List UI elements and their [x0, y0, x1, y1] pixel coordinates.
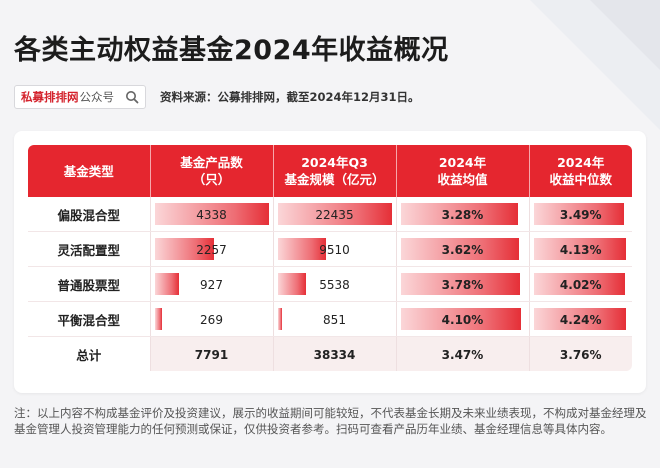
- mean-bar: [400, 308, 521, 330]
- count-bar: [154, 273, 179, 295]
- table-row: 普通股票型 927 5538 3.78% 4.02%: [28, 266, 632, 302]
- cell-fund-type: 平衡混合型: [28, 301, 151, 337]
- cell-fund-count: 927: [150, 266, 274, 302]
- scale-bar: [277, 203, 392, 225]
- cell-return-mean: 3.78%: [396, 266, 530, 302]
- search-icon[interactable]: [125, 90, 139, 104]
- header-fund-type: 基金类型: [28, 145, 151, 197]
- cell-return-median: 4.13%: [529, 231, 632, 267]
- cell-fund-type: 灵活配置型: [28, 231, 151, 267]
- disclaimer-footnote: 注：以上内容不构成基金评价及投资建议，展示的收益期间可能较短，不代表基金长期及未…: [14, 406, 647, 436]
- mean-bar: [400, 238, 519, 260]
- table-row: 平衡混合型 269 851 4.10% 4.24%: [28, 301, 632, 337]
- cell-return-mean: 3.62%: [396, 231, 530, 267]
- cell-fund-count: 2257: [150, 231, 274, 267]
- cell-return-median: 4.02%: [529, 266, 632, 302]
- cell-fund-count: 269: [150, 301, 274, 337]
- source-bar: 私募排排网 公众号 资料来源：公募排排网，截至2024年12月31日。: [14, 84, 420, 110]
- cell-return-median: 3.49%: [529, 197, 632, 232]
- cell-fund-scale: 22435: [273, 197, 397, 232]
- cell-total-count: 7791: [150, 336, 274, 371]
- mean-bar: [400, 203, 518, 225]
- header-return-median: 2024年 收益中位数: [529, 145, 632, 197]
- table-total-row: 总计 7791 38334 3.47% 3.76%: [28, 336, 632, 371]
- cell-fund-scale: 9510: [273, 231, 397, 267]
- header-fund-scale: 2024年Q3 基金规模（亿元）: [273, 145, 397, 197]
- summary-card: 基金类型 基金产品数 （只） 2024年Q3 基金规模（亿元） 2024年 收益均值 …: [14, 131, 646, 393]
- corner-decoration: [530, 0, 660, 130]
- scale-bar: [277, 308, 282, 330]
- scale-bar: [277, 238, 326, 260]
- table-header-row: 基金类型 基金产品数 （只） 2024年Q3 基金规模（亿元） 2024年 收益均值 …: [28, 145, 632, 197]
- page-title: 各类主动权益基金2024年收益概况: [14, 35, 449, 66]
- cell-return-mean: 4.10%: [396, 301, 530, 337]
- data-source-note: 资料来源：公募排排网，截至2024年12月31日。: [160, 90, 420, 104]
- header-fund-count: 基金产品数 （只）: [150, 145, 274, 197]
- cell-return-median: 4.24%: [529, 301, 632, 337]
- brand-name: 私募排排网: [21, 90, 79, 104]
- median-bar: [533, 273, 625, 295]
- table-row: 偏股混合型 4338 22435 3.28% 3.49%: [28, 197, 632, 232]
- cell-total-mean: 3.47%: [396, 336, 530, 371]
- cell-fund-type: 偏股混合型: [28, 197, 151, 232]
- cell-total-median: 3.76%: [529, 336, 632, 371]
- header-return-mean: 2024年 收益均值: [396, 145, 530, 197]
- cell-fund-scale: 851: [273, 301, 397, 337]
- median-bar: [533, 238, 626, 260]
- cell-fund-type: 普通股票型: [28, 266, 151, 302]
- cell-fund-count: 4338: [150, 197, 274, 232]
- count-bar: [154, 308, 162, 330]
- count-bar: [154, 238, 214, 260]
- cell-total-label: 总计: [28, 336, 151, 371]
- cell-fund-scale: 5538: [273, 266, 397, 302]
- cell-return-mean: 3.28%: [396, 197, 530, 232]
- cell-total-scale: 38334: [273, 336, 397, 371]
- table-row: 灵活配置型 2257 9510 3.62% 4.13%: [28, 231, 632, 267]
- count-bar: [154, 203, 269, 225]
- fund-return-table: 基金类型 基金产品数 （只） 2024年Q3 基金规模（亿元） 2024年 收益均值 …: [28, 145, 632, 371]
- brand-suffix: 公众号: [79, 90, 115, 104]
- median-bar: [533, 308, 626, 330]
- mean-bar: [400, 273, 520, 295]
- wechat-search-box[interactable]: 私募排排网 公众号: [14, 85, 146, 109]
- scale-bar: [277, 273, 306, 295]
- median-bar: [533, 203, 624, 225]
